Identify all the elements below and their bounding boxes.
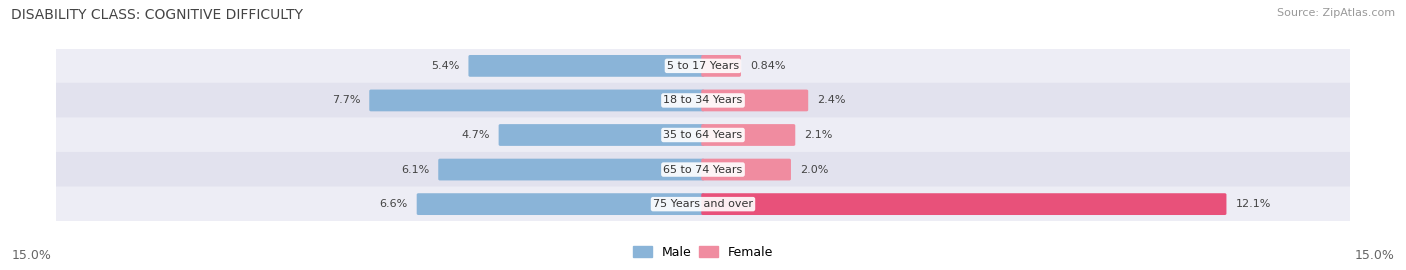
Text: DISABILITY CLASS: COGNITIVE DIFFICULTY: DISABILITY CLASS: COGNITIVE DIFFICULTY (11, 8, 304, 22)
Text: 5 to 17 Years: 5 to 17 Years (666, 61, 740, 71)
FancyBboxPatch shape (499, 124, 704, 146)
FancyBboxPatch shape (702, 159, 792, 180)
Text: 18 to 34 Years: 18 to 34 Years (664, 95, 742, 106)
Text: 35 to 64 Years: 35 to 64 Years (664, 130, 742, 140)
FancyBboxPatch shape (53, 48, 1353, 83)
FancyBboxPatch shape (439, 159, 704, 180)
Text: 0.84%: 0.84% (749, 61, 786, 71)
Text: 2.4%: 2.4% (817, 95, 846, 106)
Text: 15.0%: 15.0% (1355, 249, 1395, 262)
FancyBboxPatch shape (53, 83, 1353, 118)
FancyBboxPatch shape (702, 193, 1226, 215)
Text: 6.6%: 6.6% (380, 199, 408, 209)
FancyBboxPatch shape (370, 90, 704, 111)
FancyBboxPatch shape (702, 55, 741, 77)
Legend: Male, Female: Male, Female (628, 241, 778, 264)
Text: 75 Years and over: 75 Years and over (652, 199, 754, 209)
Text: Source: ZipAtlas.com: Source: ZipAtlas.com (1277, 8, 1395, 18)
Text: 65 to 74 Years: 65 to 74 Years (664, 164, 742, 175)
Text: 7.7%: 7.7% (332, 95, 360, 106)
FancyBboxPatch shape (702, 90, 808, 111)
FancyBboxPatch shape (468, 55, 704, 77)
FancyBboxPatch shape (53, 187, 1353, 222)
FancyBboxPatch shape (702, 124, 796, 146)
Text: 15.0%: 15.0% (11, 249, 51, 262)
Text: 5.4%: 5.4% (432, 61, 460, 71)
Text: 6.1%: 6.1% (401, 164, 429, 175)
FancyBboxPatch shape (53, 152, 1353, 187)
FancyBboxPatch shape (416, 193, 704, 215)
Text: 12.1%: 12.1% (1236, 199, 1271, 209)
Text: 2.1%: 2.1% (804, 130, 832, 140)
Text: 4.7%: 4.7% (461, 130, 489, 140)
FancyBboxPatch shape (53, 117, 1353, 153)
Text: 2.0%: 2.0% (800, 164, 828, 175)
